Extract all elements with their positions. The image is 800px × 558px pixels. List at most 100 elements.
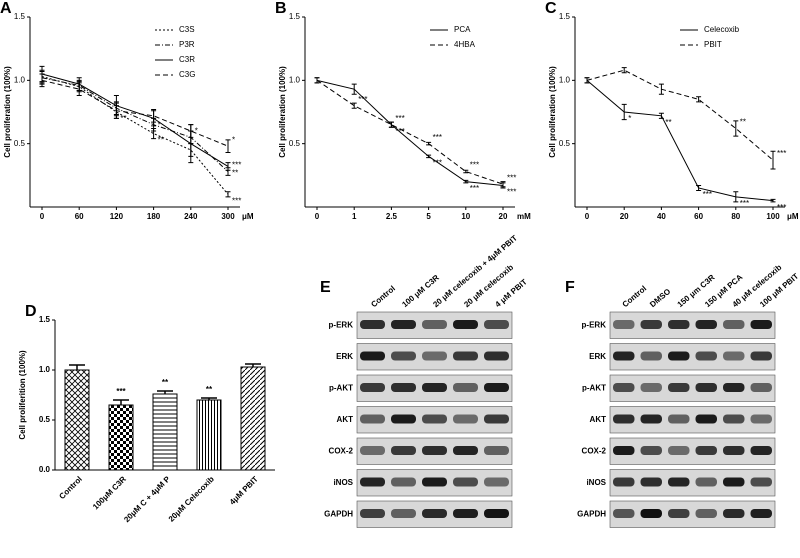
- blot-strip: [609, 406, 776, 434]
- x-tick-label: 300: [221, 212, 235, 221]
- blot-band: [391, 446, 416, 455]
- blot-band: [360, 446, 385, 455]
- blot-strip: [609, 437, 776, 465]
- error-bar: [225, 162, 231, 171]
- series-line: [586, 69, 774, 161]
- bar: [240, 366, 266, 471]
- series-line: [41, 79, 229, 147]
- y-tick-label: 1.0: [559, 75, 571, 84]
- blot-band: [613, 477, 635, 487]
- blot-band: [360, 414, 385, 424]
- error-bar: [351, 83, 357, 95]
- blot-band: [360, 351, 385, 361]
- series-line: [316, 79, 504, 186]
- x-tick-label: 0: [585, 212, 590, 221]
- significance-label: ***: [395, 114, 404, 123]
- blot-band: [750, 446, 772, 455]
- significance-label: **: [665, 118, 671, 127]
- x-tick-label: 20μM Celecoxib: [167, 474, 216, 523]
- significance-label: **: [120, 114, 126, 123]
- bar: [108, 404, 134, 471]
- row-label: COX-2: [582, 446, 607, 455]
- blot-band: [453, 320, 478, 329]
- bar: [64, 369, 90, 471]
- y-tick-label: 0.5: [289, 139, 301, 148]
- blot-strip: [609, 343, 776, 371]
- blot-band: [613, 383, 635, 392]
- error-bar: [770, 150, 776, 170]
- x-tick-label: 80: [731, 212, 740, 221]
- blot-band: [422, 446, 447, 455]
- panel-letter: A: [0, 0, 12, 17]
- legend-label: C3R: [179, 55, 195, 64]
- blot-band: [668, 446, 690, 455]
- error-bar: [658, 83, 664, 95]
- row-label: p-ERK: [582, 320, 607, 329]
- blot-band: [750, 414, 772, 424]
- y-tick-label: 1.5: [559, 12, 571, 21]
- blot-band: [613, 509, 635, 518]
- error-bar: [733, 191, 739, 203]
- blot-band: [613, 320, 635, 329]
- significance-label: ***: [507, 188, 516, 197]
- blot-band: [668, 414, 690, 424]
- blot-band: [750, 509, 772, 518]
- blot-band: [422, 414, 447, 424]
- error-bar: [225, 139, 231, 154]
- x-tick-label: 5: [426, 212, 431, 221]
- significance-label: ***: [470, 161, 479, 170]
- error-bar: [696, 184, 702, 192]
- blot-band: [613, 414, 635, 424]
- blot-band: [750, 477, 772, 487]
- blot-strip: [609, 469, 776, 497]
- blot-band: [695, 320, 717, 329]
- blot-band: [750, 351, 772, 361]
- lane-label: DMSO: [648, 287, 672, 309]
- blot-band: [668, 509, 690, 518]
- error-bar: [584, 77, 590, 84]
- y-tick-label: 1.0: [289, 75, 301, 84]
- row-label: p-AKT: [582, 383, 606, 392]
- error-bar: [770, 198, 776, 203]
- series-line: [41, 77, 229, 172]
- blot-band: [391, 320, 416, 329]
- legend-label: P3R: [179, 40, 195, 49]
- row-label: AKT: [337, 415, 354, 424]
- x-tick-label: 0: [40, 212, 45, 221]
- blot-band: [695, 351, 717, 361]
- blot-band: [484, 351, 509, 361]
- error-bar: [463, 169, 469, 174]
- panel-letter: D: [25, 303, 37, 320]
- error-bar: [733, 120, 739, 137]
- blot-band: [695, 509, 717, 518]
- y-axis-label: Cell proliferition (100%): [18, 350, 27, 440]
- significance-label: **: [232, 169, 238, 178]
- y-axis-label: Cell proliferation (100%): [548, 66, 557, 158]
- blot-band: [484, 383, 509, 392]
- blot-band: [453, 414, 478, 424]
- error-bar: [621, 67, 627, 74]
- blot-band: [723, 446, 745, 455]
- blot-band: [668, 351, 690, 361]
- blot-band: [453, 351, 478, 361]
- error-bar: [658, 112, 664, 119]
- blot-band: [695, 383, 717, 392]
- blot-strip: [609, 500, 776, 528]
- blot-strip: [609, 374, 776, 402]
- blot-band: [360, 320, 385, 329]
- legend-label: C3G: [179, 70, 195, 79]
- x-tick-label: 10: [461, 212, 470, 221]
- significance-label: ***: [740, 199, 749, 208]
- blot-band: [422, 477, 447, 487]
- blot-band: [422, 320, 447, 329]
- x-tick-label: 20μM C + 4μM P: [122, 474, 172, 524]
- error-bar: [69, 364, 85, 370]
- blot-band: [613, 446, 635, 455]
- blot-strip: [609, 311, 776, 339]
- x-tick-label: 240: [184, 212, 198, 221]
- row-label: iNOS: [586, 478, 606, 487]
- legend-label: Celecoxib: [704, 25, 740, 34]
- x-tick-label: 60: [75, 212, 84, 221]
- x-tick-label: Control: [57, 475, 83, 501]
- series-line: [41, 76, 229, 195]
